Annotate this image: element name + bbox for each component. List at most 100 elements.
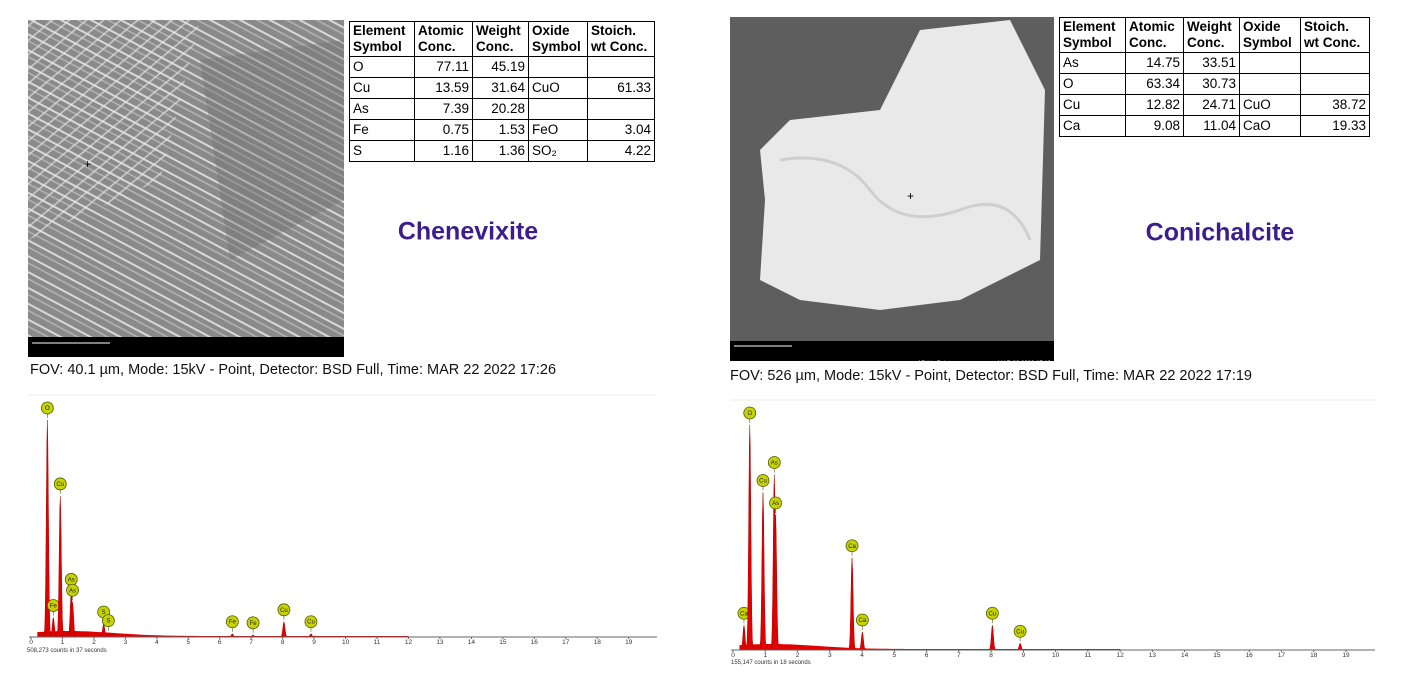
x-tick-label: 1 <box>763 652 767 659</box>
peak-label: O <box>747 411 752 417</box>
table-cell: CuO <box>1239 94 1301 116</box>
sem-image-left: + <box>28 20 344 357</box>
x-tick-label: 13 <box>1149 652 1157 659</box>
table-header-row: Element Symbol Atomic Conc. Weight Conc. Ox… <box>1059 17 1370 53</box>
peak-label-badge <box>743 406 757 420</box>
table-cell: 12.82 <box>1125 94 1184 116</box>
peak-label: As <box>771 461 778 467</box>
table-cell <box>587 56 655 78</box>
continuum <box>739 644 1121 650</box>
x-tick-label: 10 <box>342 639 350 646</box>
x-tick-label: 15 <box>499 639 507 646</box>
table-row: S 1.16 1.36 SO₂ 4.22 <box>349 140 655 162</box>
fov-label: 526 µm <box>840 368 860 374</box>
table-row: O 77.11 45.19 <box>349 56 655 78</box>
peak-label: Ca <box>859 618 867 624</box>
table-cell: As <box>1059 52 1126 74</box>
timestamp-label: MAR 22 2022 17:19 <box>998 361 1052 367</box>
x-tick-label: 17 <box>1278 652 1286 659</box>
table-cell: 9.08 <box>1125 115 1184 137</box>
table-cell: 0.75 <box>414 119 473 141</box>
peak <box>55 495 66 638</box>
peak <box>857 631 868 651</box>
scale-bar-label: 100 µm <box>756 368 776 374</box>
composition-table: Element Symbol Atomic Conc. Weight Conc. Ox… <box>349 21 655 162</box>
peak-label-badge <box>225 615 239 629</box>
x-tick-label: 9 <box>1022 652 1026 659</box>
table-cell: 63.34 <box>1125 73 1184 95</box>
table-cell <box>1239 73 1301 95</box>
table-cell: 11.04 <box>1183 115 1240 137</box>
peak-label: Cu <box>56 482 64 488</box>
x-tick-label: 0 <box>731 652 735 659</box>
mode-label: 15kV - Point <box>918 361 951 367</box>
x-tick-label: 7 <box>249 639 253 646</box>
peak-label-badge <box>246 616 260 630</box>
peak-label: As <box>69 588 76 594</box>
table-cell: FeO <box>528 119 588 141</box>
peak-label: Ca <box>740 611 748 617</box>
peak-label-badge <box>40 401 54 415</box>
svg-text:+: + <box>907 189 914 203</box>
peak-label-badge <box>277 603 291 617</box>
sem-image-right: + <box>730 17 1054 361</box>
peak <box>1015 642 1026 651</box>
peak <box>278 620 289 638</box>
x-tick-label: 13 <box>436 639 444 646</box>
x-tick-label: 12 <box>405 639 413 646</box>
table-header-row: Element Symbol Atomic Conc. Weight Conc. Ox… <box>349 21 655 57</box>
table-cell <box>587 98 655 120</box>
table-cell: Cu <box>349 77 415 99</box>
mode-label: 15kV - Point <box>211 360 244 366</box>
table-cell: 1.53 <box>472 119 529 141</box>
peak-label: S <box>102 610 106 616</box>
header-cell: Oxide Symbol <box>1239 17 1301 53</box>
header-cell: Stoich. wt Conc. <box>1300 17 1370 53</box>
table-cell: 77.11 <box>414 56 473 78</box>
timestamp-label: MAR 22 2022 17:26 <box>288 360 342 366</box>
peak <box>987 625 998 651</box>
peak-label: Cu <box>1016 629 1024 635</box>
peak-label: Fe <box>250 621 258 627</box>
table-cell: 38.72 <box>1300 94 1370 116</box>
header-cell: Weight Conc. <box>472 21 529 57</box>
table-cell: Fe <box>349 119 415 141</box>
table-cell: As <box>349 98 415 120</box>
table-cell: 7.39 <box>414 98 473 120</box>
peak-label: S <box>106 619 110 625</box>
mineral-name: Conichalcite <box>1145 218 1295 247</box>
x-tick-label: 16 <box>531 639 539 646</box>
x-tick-label: 0 <box>29 639 33 646</box>
table-cell <box>528 98 588 120</box>
peak-label-badge <box>985 606 999 620</box>
peak-label: Cu <box>307 620 315 626</box>
peak-label: Cu <box>989 611 997 617</box>
counts-note: 508,273 counts in 37 seconds <box>27 648 107 654</box>
peak-label-badge <box>767 456 781 469</box>
header-cell: Oxide Symbol <box>528 21 588 57</box>
peak-label: Cu <box>759 479 767 485</box>
table-cell: 1.36 <box>472 140 529 162</box>
table-row: Ca 9.08 11.04 CaO 19.33 <box>1059 115 1370 137</box>
table-cell: 4.22 <box>587 140 655 162</box>
table-cell: 20.28 <box>472 98 529 120</box>
x-tick-label: 15 <box>1213 652 1221 659</box>
peak-label: Fe <box>229 620 237 626</box>
table-cell: Cu <box>1059 94 1126 116</box>
x-tick-label: 5 <box>892 652 896 659</box>
table-cell <box>1300 73 1370 95</box>
table-cell: CaO <box>1239 115 1301 137</box>
peak <box>757 492 769 651</box>
x-tick-label: 4 <box>860 652 864 659</box>
x-tick-label: 11 <box>1084 652 1091 659</box>
x-tick-label: 17 <box>562 639 570 646</box>
peak <box>846 557 858 651</box>
peak-label-badge <box>101 614 115 628</box>
peak-label-badge <box>845 539 859 553</box>
peak-label-badge <box>304 615 318 629</box>
composition-table: Element Symbol Atomic Conc. Weight Conc. Ox… <box>1059 17 1370 137</box>
table-cell: 13.59 <box>414 77 473 99</box>
table-cell <box>1239 52 1301 74</box>
table-row: Cu 13.59 31.64 CuO 61.33 <box>349 77 655 99</box>
